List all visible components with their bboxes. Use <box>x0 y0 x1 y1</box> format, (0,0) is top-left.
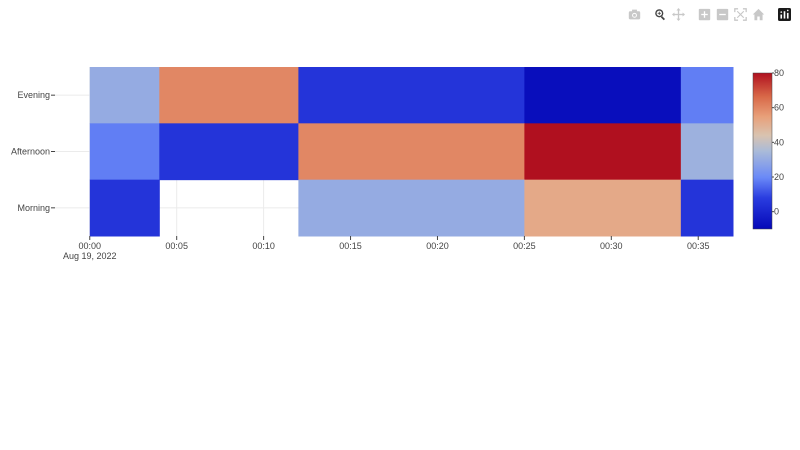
zoom-out-icon[interactable] <box>714 6 730 22</box>
heatmap-cell[interactable] <box>298 67 525 124</box>
x-tick-label: 00:25 <box>513 241 536 251</box>
x-tick-label: 00:15 <box>339 241 362 251</box>
heatmap-cell[interactable] <box>159 67 299 124</box>
autoscale-icon[interactable] <box>732 6 748 22</box>
pan-icon[interactable] <box>670 6 686 22</box>
heatmap-cells <box>89 67 734 237</box>
x-axis-ticks: 00:00 00:05 00:10 00:15 00:20 00:25 00:30 00:35 <box>79 236 710 251</box>
x-tick-label: 00:05 <box>165 241 188 251</box>
x-tick-label: 00:20 <box>426 241 449 251</box>
y-tick-label: Afternoon <box>11 147 50 157</box>
heatmap-cell[interactable] <box>298 179 525 237</box>
heatmap-cell[interactable] <box>298 123 525 181</box>
heatmap-cell[interactable] <box>89 67 160 124</box>
y-tick-label: Evening <box>17 90 50 100</box>
heatmap-cell[interactable] <box>680 179 734 237</box>
colorbar-ticks: 0 20 40 60 80 <box>772 68 784 217</box>
x-tick-label: 00:00 <box>79 241 102 251</box>
colorbar-tick-label: 80 <box>774 68 784 78</box>
modebar <box>624 6 792 22</box>
camera-icon[interactable] <box>626 6 642 22</box>
heatmap-cell[interactable] <box>89 179 160 237</box>
x-axis-date-label: Aug 19, 2022 <box>63 251 117 261</box>
x-tick-label: 00:30 <box>600 241 623 251</box>
x-tick-label: 00:10 <box>252 241 275 251</box>
x-tick-label: 00:35 <box>687 241 710 251</box>
heatmap-cell[interactable] <box>680 67 734 124</box>
zoom-icon[interactable] <box>652 6 668 22</box>
heatmap-cell[interactable] <box>524 67 682 124</box>
colorbar-tick-label: 60 <box>774 103 784 113</box>
heatmap-cell[interactable] <box>89 123 160 181</box>
colorbar-tick-label: 0 <box>774 207 779 217</box>
colorbar-tick-label: 20 <box>774 172 784 182</box>
reset-axes-icon[interactable] <box>750 6 766 22</box>
heatmap-cell[interactable] <box>524 123 682 181</box>
zoom-in-icon[interactable] <box>696 6 712 22</box>
colorbar-tick-label: 40 <box>774 137 784 147</box>
heatmap-cell[interactable] <box>159 123 299 181</box>
heatmap-cell[interactable] <box>680 123 734 181</box>
y-axis-ticks: Morning Afternoon Evening <box>11 90 55 213</box>
plotly-logo-icon[interactable] <box>776 6 792 22</box>
y-tick-label: Morning <box>17 203 50 213</box>
heatmap-cell[interactable] <box>524 179 682 237</box>
colorbar <box>752 72 773 230</box>
